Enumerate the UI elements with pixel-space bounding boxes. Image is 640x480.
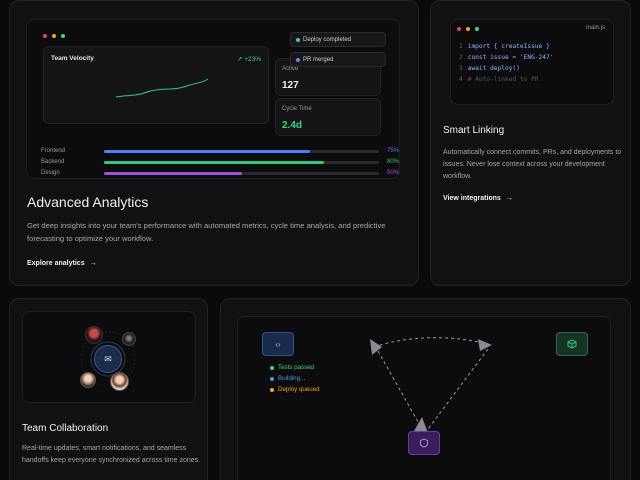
status-dot-icon [270, 365, 274, 370]
active-value: 127 [282, 80, 299, 91]
progress-fill [104, 172, 242, 175]
team-collaboration-title: Team Collaboration [22, 423, 109, 434]
mail-hub: ✉ [94, 345, 122, 373]
minimize-dot-icon [466, 27, 470, 31]
toast-label: PR merged [303, 56, 334, 63]
status-label: Deploy queued [278, 386, 320, 393]
progress-label: Backend [41, 159, 65, 165]
code-icon: ‹› [275, 339, 281, 349]
avatar [85, 326, 103, 344]
file-name: main.js [585, 25, 605, 31]
velocity-label: Team Velocity [51, 55, 94, 62]
progress-percent: 50% [386, 170, 399, 176]
explore-analytics-link[interactable]: Explore analytics → [27, 260, 97, 267]
velocity-panel: Team Velocity ↗ +23% [43, 46, 269, 124]
package-node[interactable] [556, 332, 588, 356]
progress-percent: 75% [386, 148, 399, 154]
progress-fill [104, 161, 324, 164]
mail-icon: ✉ [104, 353, 112, 364]
progress-percent: 80% [386, 159, 399, 165]
analytics-card: Team Velocity ↗ +23% Active 127 Cycle Ti… [9, 0, 419, 286]
avatar [110, 372, 129, 391]
progress-track [104, 172, 379, 175]
code-editor-preview: main.js 1 import { createIssue } 2 const i… [450, 19, 614, 105]
security-node[interactable] [408, 431, 440, 455]
toast-status-dot-icon [296, 58, 300, 62]
smart-linking-description: Automatically connect commits, PRs, and … [443, 149, 622, 180]
link-label: Explore analytics [27, 260, 85, 267]
analytics-preview: Team Velocity ↗ +23% Active 127 Cycle Ti… [26, 19, 400, 179]
toast-label: Deploy completed [303, 36, 352, 43]
progress-track [104, 161, 379, 164]
team-connection-lines [80, 331, 136, 387]
toast-pr-merged: PR merged [290, 52, 386, 67]
avatar [80, 372, 96, 388]
progress-label: Frontend [41, 148, 66, 154]
progress-label: Design [41, 170, 60, 176]
progress-frontend: Frontend 75% [41, 148, 399, 156]
workflow-card: ‹› Tests passed Building... Deploy queue… [220, 298, 631, 480]
smart-linking-title: Smart Linking [443, 125, 505, 136]
shield-icon [420, 438, 428, 448]
minimize-dot-icon [52, 34, 56, 38]
status-dot-icon [270, 376, 274, 381]
analytics-title: Advanced Analytics [27, 194, 149, 210]
avatar [122, 332, 136, 346]
team-collaboration-card: ✉ Team Collaboration Real-time updates, … [9, 298, 208, 480]
cycle-time-metric: Cycle Time 2.4d [275, 98, 381, 136]
smart-linking-card: main.js 1 import { createIssue } 2 const i… [430, 0, 631, 286]
progress-track [104, 150, 379, 153]
arrow-right-icon: → [505, 195, 513, 202]
status-deploy-queued: Deploy queued [270, 386, 320, 393]
workflow-connections [370, 337, 492, 433]
team-preview: ✉ [22, 311, 196, 403]
status-building: Building... [270, 375, 305, 382]
status-label: Tests passed [278, 364, 315, 371]
window-controls [43, 34, 65, 38]
progress-backend: Backend 80% [41, 159, 399, 167]
maximize-dot-icon [475, 27, 479, 31]
maximize-dot-icon [61, 34, 65, 38]
status-label: Building... [278, 375, 306, 382]
workflow-preview: ‹› Tests passed Building... Deploy queue… [237, 316, 611, 480]
code-line: 2 const issue = 'ENG-247' [459, 54, 554, 61]
status-tests-passed: Tests passed [270, 364, 314, 371]
toast-deploy-completed: Deploy completed [290, 32, 386, 47]
velocity-sparkline [115, 78, 209, 98]
toast-status-dot-icon [296, 38, 300, 42]
progress-fill [104, 150, 311, 153]
code-line: 1 import { createIssue } [459, 43, 550, 50]
cycle-time-label: Cycle Time [282, 106, 312, 112]
close-dot-icon [43, 34, 47, 38]
code-node[interactable]: ‹› [262, 332, 294, 356]
link-label: View integrations [443, 195, 501, 202]
view-integrations-link[interactable]: View integrations → [443, 195, 513, 202]
cycle-time-value: 2.4d [282, 120, 303, 131]
velocity-change: ↗ +23% [236, 56, 261, 63]
window-controls [457, 27, 479, 31]
close-dot-icon [457, 27, 461, 31]
code-line: 4 # Auto-linked to PR [459, 76, 539, 83]
package-icon [567, 339, 577, 349]
progress-design: Design 50% [41, 170, 399, 178]
analytics-description: Get deep insights into your team's perfo… [27, 221, 386, 243]
arrow-right-icon: → [89, 260, 97, 267]
status-dot-icon [270, 387, 274, 392]
active-label: Active [282, 66, 299, 72]
team-collaboration-description: Real-time updates, smart notifications, … [22, 445, 201, 464]
code-line: 3 await deploy() [459, 65, 520, 72]
